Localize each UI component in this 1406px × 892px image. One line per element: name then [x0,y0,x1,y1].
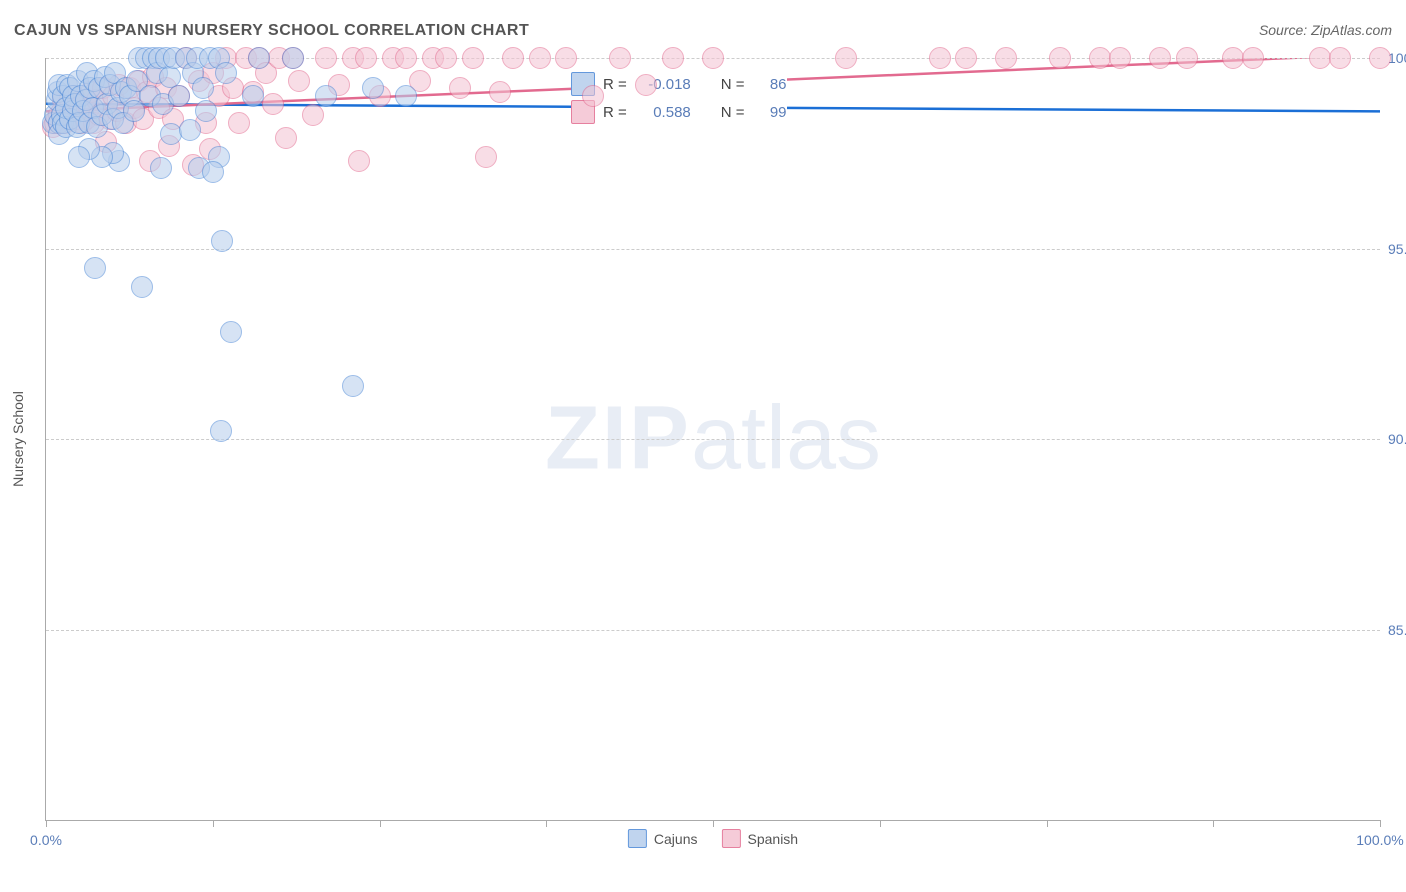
stat-n-value: 86 [753,76,787,93]
chart-title: CAJUN VS SPANISH NURSERY SCHOOL CORRELAT… [14,22,529,39]
series-legend: Cajuns Spanish [628,829,798,848]
data-point [475,146,497,168]
stats-row: R = 0.588 N = 99 [571,98,787,126]
x-tick [1380,820,1381,827]
data-point [315,85,337,107]
data-point [462,47,484,69]
data-point [248,47,270,69]
x-tick [46,820,47,827]
data-point [609,47,631,69]
data-point [662,47,684,69]
data-point [131,276,153,298]
data-point [435,47,457,69]
stat-n-label: N = [721,104,745,121]
stat-r-label: R = [603,104,627,121]
data-point [348,150,370,172]
legend-label: Spanish [748,831,799,847]
y-tick-label: 90.0% [1388,431,1406,447]
grid-line [46,630,1380,631]
data-point [1049,47,1071,69]
data-point [1309,47,1331,69]
data-point [302,104,324,126]
stat-n-label: N = [721,76,745,93]
data-point [395,47,417,69]
stat-r-value: 0.588 [635,104,691,121]
data-point [395,85,417,107]
source-label: Source: ZipAtlas.com [1259,22,1392,38]
data-point [220,321,242,343]
stat-n-value: 99 [753,104,787,121]
grid-line [46,439,1380,440]
y-tick-label: 85.0% [1388,622,1406,638]
data-point [215,62,237,84]
data-point [168,85,190,107]
data-point [355,47,377,69]
data-point [502,47,524,69]
data-point [282,47,304,69]
data-point [1089,47,1111,69]
data-point [84,257,106,279]
data-point [228,112,250,134]
x-tick [546,820,547,827]
data-point [529,47,551,69]
legend-item: Cajuns [628,829,698,848]
data-point [68,146,90,168]
data-point [1109,47,1131,69]
data-point [555,47,577,69]
data-point [210,420,232,442]
data-point [275,127,297,149]
data-point [449,77,471,99]
legend-swatch [722,829,741,848]
data-point [835,47,857,69]
data-point [288,70,310,92]
data-point [1149,47,1171,69]
x-tick [213,820,214,827]
x-tick-label: 0.0% [30,832,62,848]
data-point [702,47,724,69]
data-point [929,47,951,69]
data-point [150,157,172,179]
x-tick-label: 100.0% [1356,832,1403,848]
data-point [342,375,364,397]
legend-swatch [628,829,647,848]
x-tick [1213,820,1214,827]
x-tick [880,820,881,827]
y-axis-label: Nursery School [10,391,26,487]
data-point [1329,47,1351,69]
data-point [192,77,214,99]
data-point [262,93,284,115]
data-point [179,119,201,141]
legend-label: Cajuns [654,831,698,847]
data-point [995,47,1017,69]
data-point [1242,47,1264,69]
data-point [955,47,977,69]
legend-item: Spanish [722,829,799,848]
data-point [1222,47,1244,69]
data-point [315,47,337,69]
chart-plot-area: Nursery School ZIPatlas R =-0.018N =86R … [45,58,1380,821]
data-point [202,161,224,183]
data-point [1176,47,1198,69]
y-tick-label: 95.0% [1388,241,1406,257]
data-point [635,74,657,96]
x-tick [713,820,714,827]
grid-line [46,249,1380,250]
stat-r-label: R = [603,76,627,93]
x-tick [380,820,381,827]
x-tick [1047,820,1048,827]
data-point [211,230,233,252]
data-point [362,77,384,99]
data-point [242,85,264,107]
data-point [1369,47,1391,69]
data-point [489,81,511,103]
data-point [195,100,217,122]
data-point [582,85,604,107]
